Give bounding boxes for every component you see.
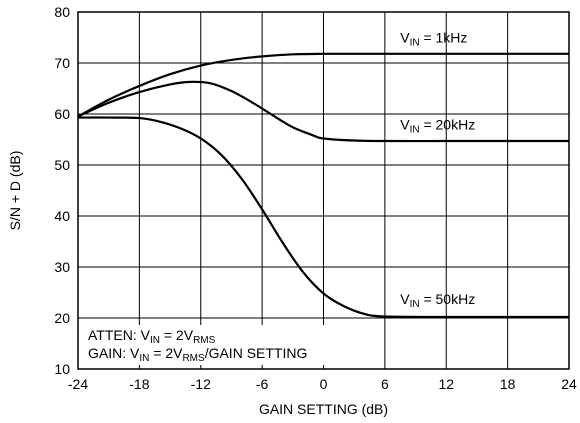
y-tick-label: 60 [54,106,70,122]
y-tick-label: 50 [54,157,70,173]
x-tick-label: -18 [129,376,149,392]
annotation-line: ATTEN: VIN = 2VRMS [88,327,216,346]
label-layer: VIN = 1kHz VIN = 20kHz VIN = 50kHz ATTEN: V… [80,30,475,365]
series-label-1kHz: VIN = 1kHz [400,30,467,49]
series-line-50kHz [77,116,569,319]
y-tick-label: 70 [54,55,70,71]
y-tick-label: 20 [54,310,70,326]
y-axis-title: S/N + D (dB) [7,151,23,231]
x-tick-label: -12 [191,376,211,392]
x-tick-label: 0 [320,376,328,392]
x-tick-label: -6 [256,376,269,392]
curve-layer [77,52,569,319]
x-tick-label: 18 [500,376,516,392]
x-tick-label: 24 [561,376,577,392]
y-tick-label: 10 [54,361,70,377]
x-tick-label: 12 [438,376,454,392]
y-tick-label: 80 [54,4,70,20]
plot-frame [77,11,570,370]
grid-layer [78,12,569,369]
tick-layer: -24 -18 -12 -6 0 6 12 18 24 10 20 30 40 50 60 70 80 [54,4,577,392]
series-label-20kHz: VIN = 20kHz [400,116,475,135]
series-label-50kHz: VIN = 50kHz [400,291,475,310]
series-line-1kHz [77,52,569,118]
x-tick-label: 6 [381,376,389,392]
y-tick-label: 30 [54,259,70,275]
annotation-box [80,325,382,365]
annotation-line: GAIN: VIN = 2VRMS/GAIN SETTING [88,345,307,364]
y-tick-label: 40 [54,208,70,224]
x-axis-title: GAIN SETTING (dB) [259,401,388,417]
x-tick-label: -24 [68,376,88,392]
series-line-20kHz [77,80,569,143]
